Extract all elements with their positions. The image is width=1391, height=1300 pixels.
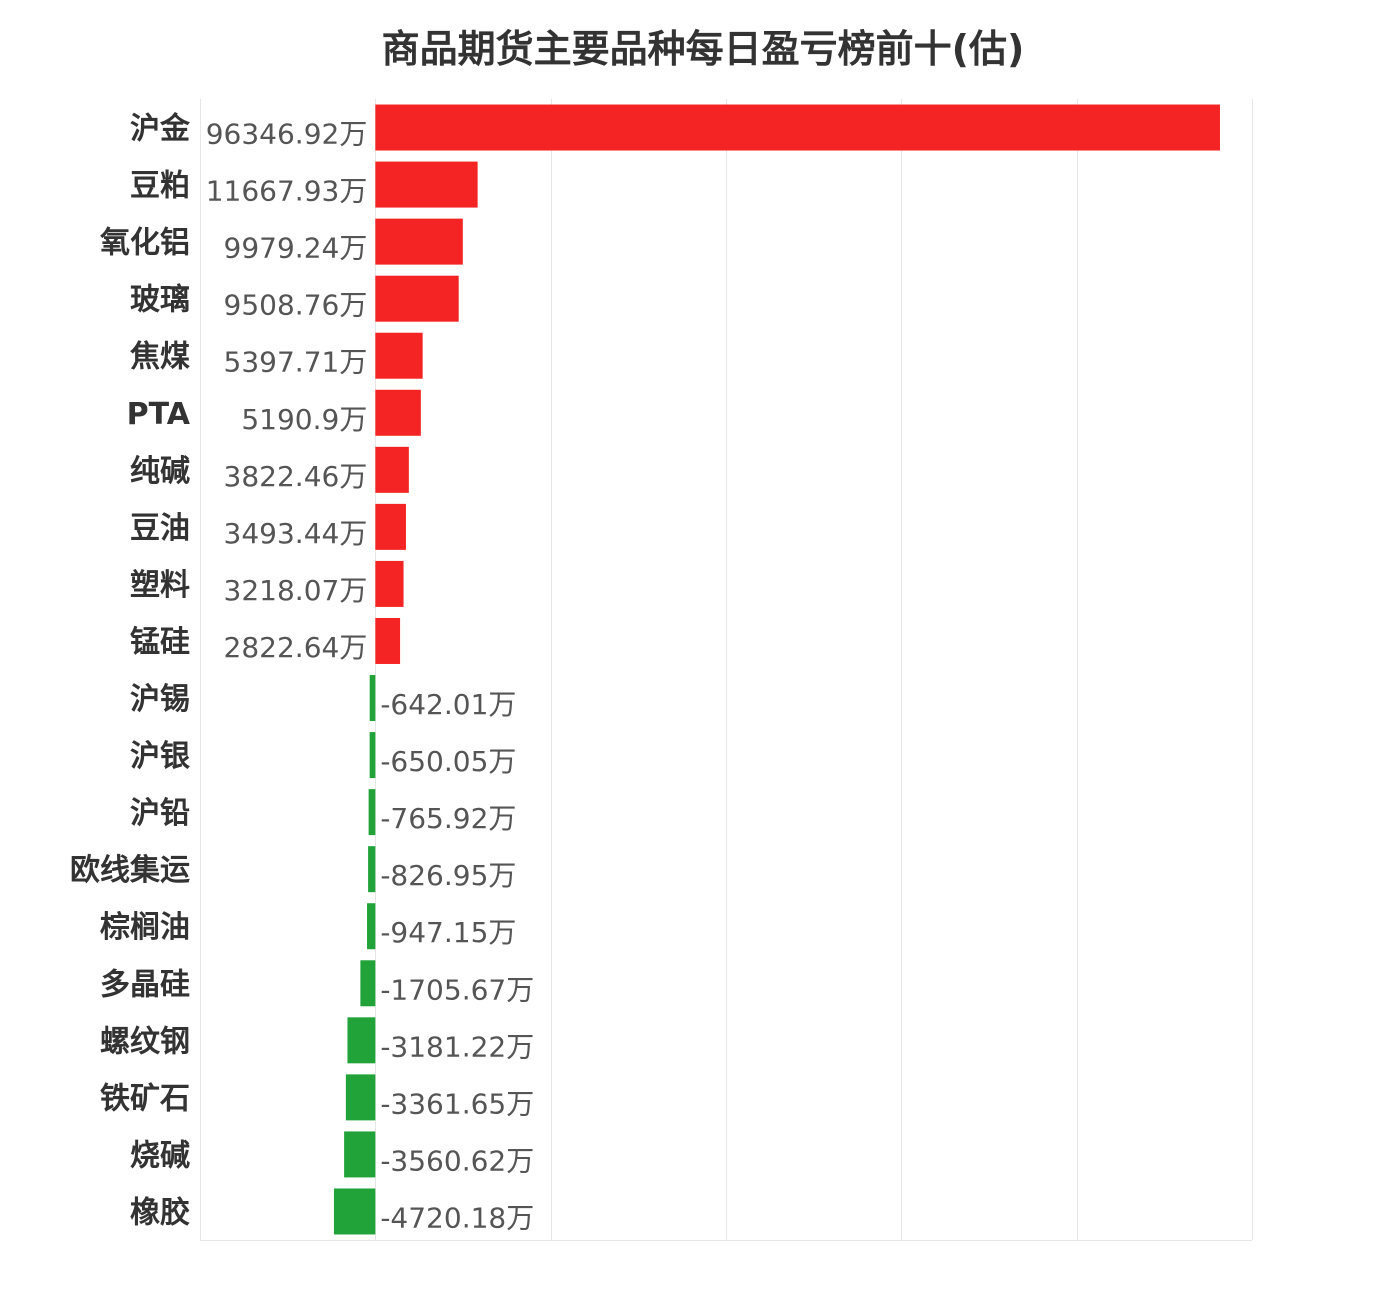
bar (375, 332, 423, 379)
bar (369, 732, 376, 779)
category-label: 沪银 (130, 739, 190, 774)
value-label: -1705.67万 (380, 973, 534, 1006)
bars (333, 104, 1220, 1235)
bar (369, 675, 376, 722)
bar (375, 503, 406, 550)
category-label: 豆粕 (130, 169, 190, 204)
grid-lines (200, 99, 1253, 1241)
bar (347, 1017, 376, 1064)
value-label: 2822.64万 (224, 631, 368, 664)
category-label: 豆油 (130, 511, 190, 546)
value-label: -4720.18万 (380, 1201, 534, 1234)
category-label: 玻璃 (130, 283, 190, 318)
bar (375, 161, 478, 208)
value-label: -765.92万 (380, 802, 516, 835)
bar (368, 789, 376, 836)
value-label: 11667.93万 (206, 175, 368, 208)
category-label: 沪锡 (130, 682, 190, 717)
value-label: -3560.62万 (380, 1144, 534, 1177)
value-label: 9979.24万 (224, 232, 368, 265)
bar (333, 1188, 376, 1235)
value-label: -826.95万 (380, 859, 516, 892)
category-label: 沪铅 (130, 796, 190, 831)
category-label: 氧化铝 (100, 226, 190, 261)
category-label: 烧碱 (130, 1138, 190, 1173)
value-labels: 96346.92万 11667.93万 9979.24万 9508.76万 5397.7… (206, 118, 535, 1235)
bar (367, 903, 376, 950)
bar (360, 960, 376, 1007)
category-label: 铁矿石 (100, 1081, 190, 1116)
value-label: 3822.46万 (224, 460, 368, 493)
value-label: 5397.71万 (224, 346, 368, 379)
value-label: 9508.76万 (224, 289, 368, 322)
bar (375, 275, 459, 322)
value-label: -947.15万 (380, 916, 516, 949)
category-label: 棕榈油 (100, 910, 190, 945)
category-label: PTA (127, 397, 191, 432)
bar (368, 846, 376, 893)
value-label: -642.01万 (380, 688, 516, 721)
value-label: -650.05万 (380, 745, 516, 778)
bar (375, 617, 401, 664)
value-label: 5190.9万 (241, 403, 367, 436)
category-label: 纯碱 (130, 454, 190, 489)
category-label: 欧线集运 (70, 853, 190, 888)
category-label: 锰硅 (130, 625, 190, 660)
category-label: 螺纹钢 (100, 1024, 190, 1059)
bar (375, 446, 409, 493)
category-label: 橡胶 (130, 1195, 190, 1230)
category-label: 焦煤 (130, 340, 190, 375)
bar (375, 218, 463, 265)
bar (375, 389, 421, 436)
value-label: 3493.44万 (224, 517, 368, 550)
category-label: 多晶硅 (100, 967, 190, 1002)
value-label: 96346.92万 (206, 118, 368, 151)
category-label: 沪金 (130, 112, 191, 147)
chart-title: 商品期货主要品种每日盈亏榜前十(估) (382, 27, 1025, 71)
bar (375, 560, 404, 607)
value-label: 3218.07万 (224, 574, 368, 607)
bar (344, 1131, 376, 1178)
category-label: 塑料 (130, 568, 190, 603)
bar (345, 1074, 376, 1121)
value-label: -3181.22万 (380, 1030, 534, 1063)
bar (375, 104, 1220, 151)
value-label: -3361.65万 (380, 1087, 534, 1120)
